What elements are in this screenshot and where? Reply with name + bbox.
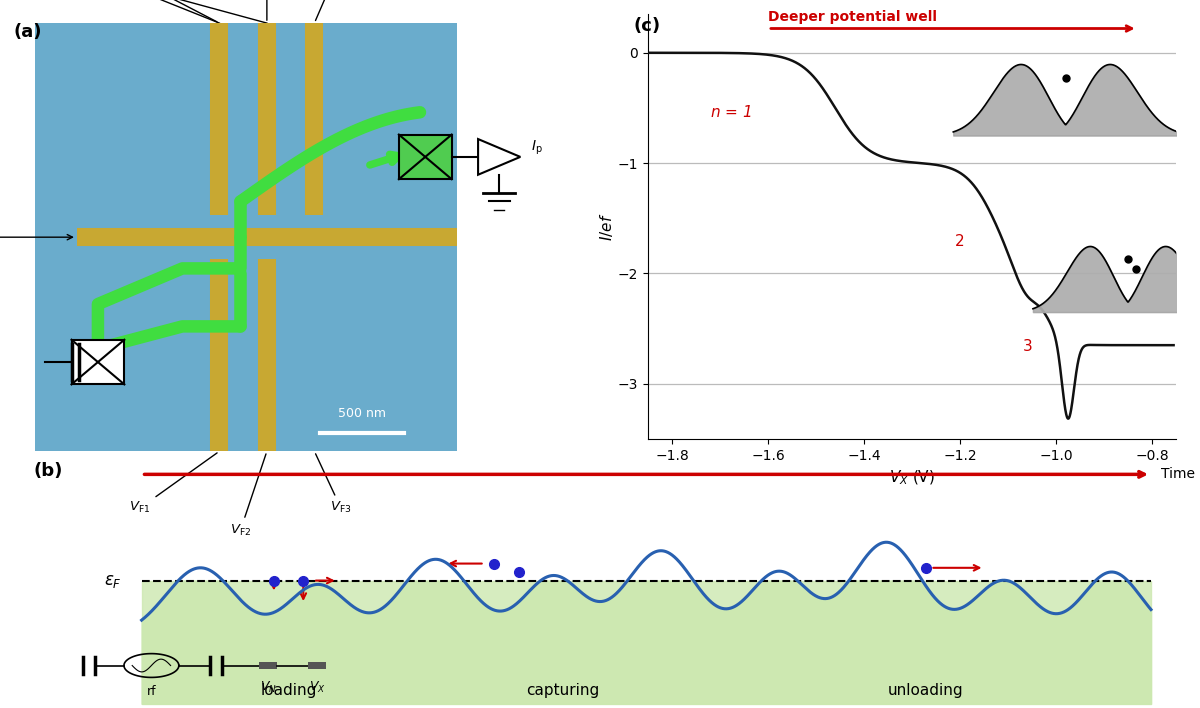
Text: $V_\mathrm{F3}$: $V_\mathrm{F3}$: [316, 454, 352, 515]
Text: 3: 3: [1022, 338, 1032, 354]
Text: (a): (a): [13, 23, 42, 41]
Text: unloading: unloading: [888, 683, 964, 698]
Text: (c): (c): [634, 18, 661, 35]
Text: (b): (b): [34, 462, 64, 479]
Text: loading: loading: [260, 683, 317, 698]
X-axis label: $V_X$ (V): $V_X$ (V): [889, 468, 935, 486]
Text: $V_\mathrm{F1}$: $V_\mathrm{F1}$: [130, 453, 217, 515]
Text: $I_\mathrm{p}$: $I_\mathrm{p}$: [530, 139, 542, 157]
FancyBboxPatch shape: [35, 23, 457, 451]
Bar: [259, 662, 277, 669]
Text: $V_N$: $V_N$: [259, 680, 276, 695]
Polygon shape: [478, 139, 521, 175]
Text: Time (one rf cycle): Time (one rf cycle): [1160, 467, 1200, 481]
Text: capturing: capturing: [527, 683, 600, 698]
Bar: [72, 340, 125, 384]
Text: $V_\mathrm{P}$: $V_\mathrm{P}$: [259, 0, 275, 21]
Text: $V_\mathrm{X}$: $V_\mathrm{X}$: [316, 0, 349, 21]
Text: $V_\mathrm{N}$+$V_\mathrm{AC}$: $V_\mathrm{N}$+$V_\mathrm{AC}$: [94, 0, 217, 22]
Text: $\varepsilon_F$: $\varepsilon_F$: [104, 571, 122, 590]
Y-axis label: $I/ef$: $I/ef$: [598, 212, 616, 241]
Text: Deeper potential well: Deeper potential well: [768, 10, 937, 24]
Text: $V_\mathrm{T}$: $V_\mathrm{T}$: [0, 229, 72, 245]
Text: $V_X$: $V_X$: [308, 680, 325, 695]
Bar: [308, 662, 326, 669]
Bar: [398, 135, 451, 179]
Text: 2: 2: [955, 234, 965, 249]
Text: $V_\mathrm{F2}$: $V_\mathrm{F2}$: [230, 454, 266, 538]
Text: 500 nm: 500 nm: [338, 407, 386, 420]
Text: rf: rf: [146, 685, 156, 697]
Text: $n$ = 1: $n$ = 1: [710, 104, 752, 120]
